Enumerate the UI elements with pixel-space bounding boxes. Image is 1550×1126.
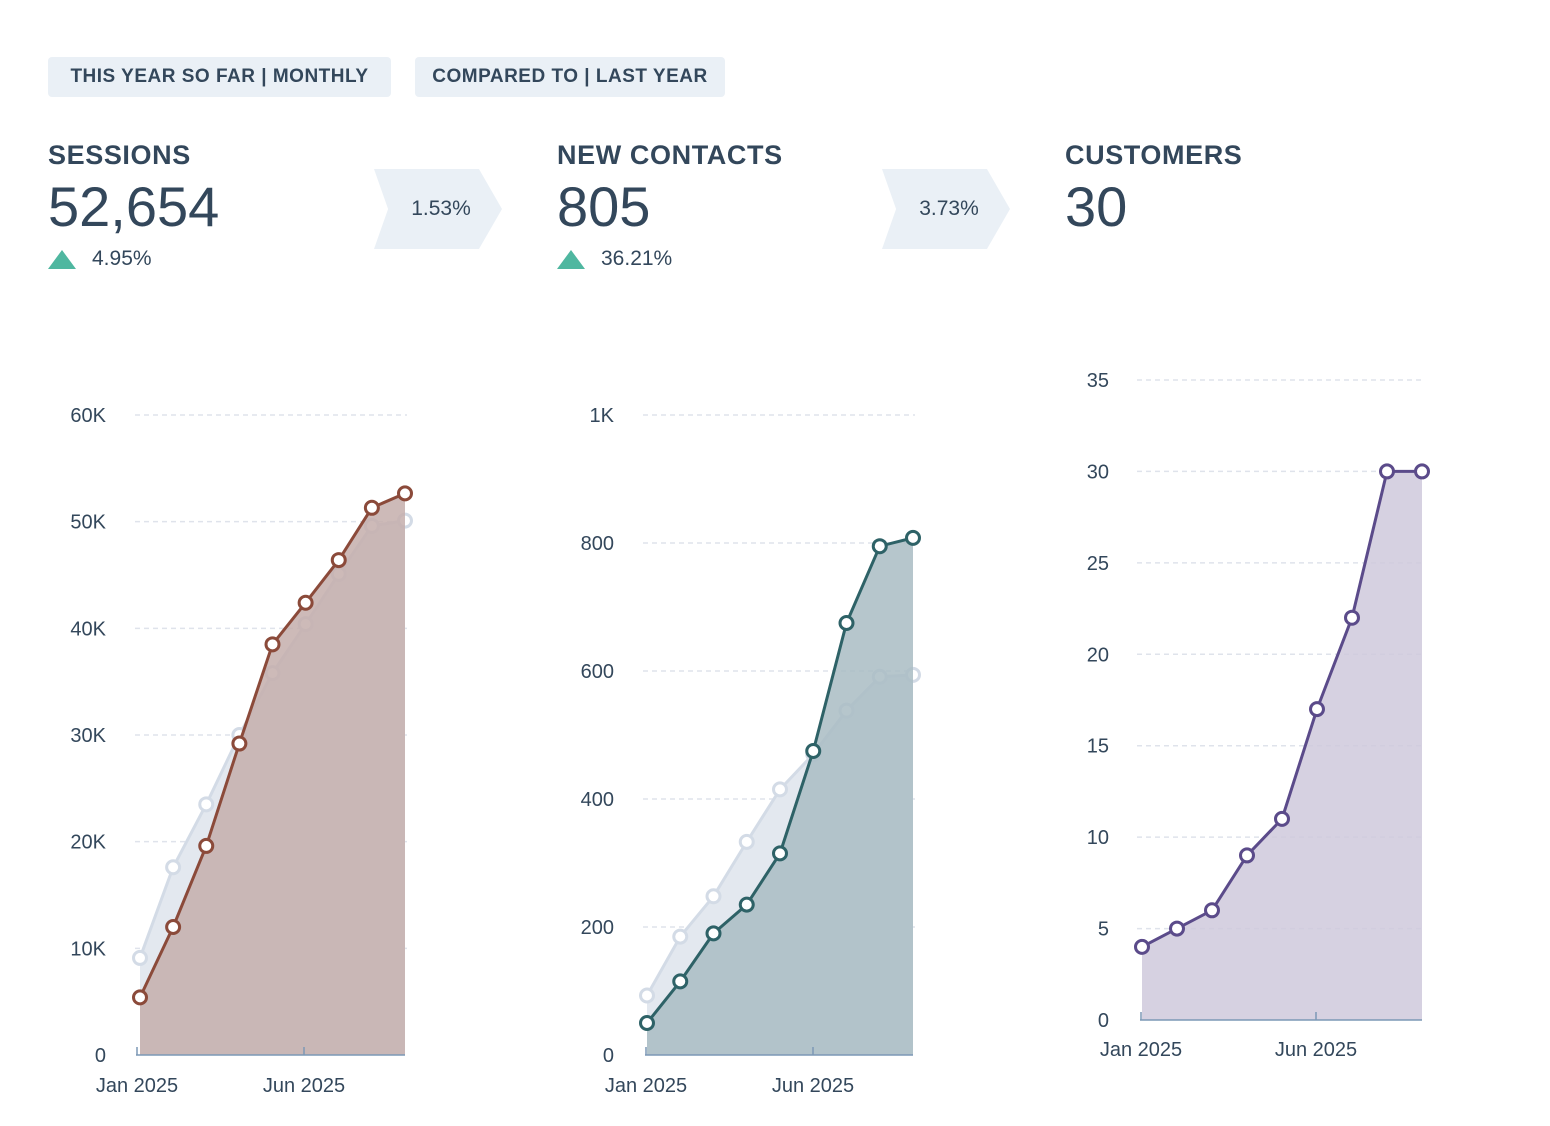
sessions-metric: SESSIONS 52,654 4.95% [48,138,219,273]
customers-value: 30 [1065,175,1128,238]
data-point-current [1414,463,1430,480]
data-point-current [165,919,182,935]
x-tick-label: Jan 2025 [96,1075,178,1097]
contacts-change: 36.21% [557,245,783,273]
data-point-current [198,837,215,854]
contacts-change-value: 36.21% [601,247,673,270]
contacts-value: 805 [557,175,651,238]
data-point-previous [738,833,755,850]
customers-metric: CUSTOMERS 30 [1065,138,1242,242]
sessions-value: 52,654 [48,175,220,238]
series-area-current [647,537,913,1055]
sessions-change-value: 4.95% [92,247,152,270]
y-tick-label: 40K [70,618,106,640]
data-point-current [639,1015,655,1031]
data-point-previous [639,987,655,1004]
sessions-change: 4.95% [48,245,219,273]
period-filter-label: THIS YEAR SO FAR | MONTHLY [70,66,369,87]
y-tick-label: 0 [1098,1010,1109,1032]
y-tick-label: 15 [1087,736,1109,758]
data-point-current [871,538,888,555]
data-point-current [838,615,855,631]
data-point-current [1204,902,1220,919]
triangle-up-icon [557,249,585,269]
data-point-current [1379,463,1395,480]
triangle-up-icon [48,249,76,269]
x-tick-label: Jan 2025 [1100,1039,1182,1061]
data-point-current [672,973,689,990]
y-tick-label: 35 [1087,370,1109,392]
chart-0: 0 10K 20K 30K 40K 50K 60K Jan 2025 Jun 2025 [70,405,413,1097]
y-tick-label: 5 [1098,919,1109,941]
y-tick-label: 20 [1087,644,1109,666]
x-tick-label: Jun 2025 [1275,1039,1357,1061]
data-point-current [738,896,755,913]
y-tick-label: 800 [581,533,614,555]
data-point-previous [132,949,148,966]
data-point-current [132,989,148,1006]
data-point-current [397,485,413,502]
y-tick-label: 50K [70,512,106,534]
chart-2: 0 5 10 15 20 25 30 35 Jan 2025 Jun 2025 [1087,370,1430,1061]
data-point-previous [772,781,788,798]
contacts-metric: NEW CONTACTS 805 36.21% [557,138,783,273]
y-tick-label: 30K [70,725,106,747]
data-point-previous [672,928,689,945]
data-point-current [1309,701,1325,718]
data-point-current [1274,810,1290,827]
x-tick-label: Jun 2025 [263,1075,345,1097]
series-area-current [140,493,405,1056]
x-tick-label: Jan 2025 [605,1075,687,1097]
comparison-filter-label: COMPARED TO | LAST YEAR [432,66,708,87]
y-tick-label: 10K [70,938,106,960]
sessions-to-contacts-conversion: 1.53% [374,169,502,249]
y-tick-label: 400 [581,789,614,811]
y-tick-label: 20K [70,832,106,854]
y-tick-label: 10 [1087,827,1109,849]
y-tick-label: 25 [1087,553,1109,575]
customers-label: CUSTOMERS [1065,140,1243,170]
data-point-current [705,925,722,942]
series-area-current [1142,471,1422,1020]
period-filter[interactable]: THIS YEAR SO FAR | MONTHLY [48,57,391,97]
data-point-previous [165,859,182,876]
data-point-current [363,499,380,516]
conversion-rate: 3.73% [919,197,979,220]
data-point-current [805,743,822,759]
y-tick-label: 0 [95,1045,106,1067]
conversion-rate: 1.53% [411,197,471,220]
data-point-current [1169,920,1185,937]
data-point-current [330,552,347,569]
y-tick-label: 30 [1087,461,1109,483]
sessions-label: SESSIONS [48,140,191,170]
data-point-current [1239,847,1255,864]
data-point-current [264,636,281,653]
data-point-current [905,529,921,546]
y-tick-label: 200 [581,917,614,939]
y-tick-label: 0 [603,1045,614,1067]
data-point-previous [705,888,722,905]
data-point-current [231,735,248,752]
data-point-previous [198,796,215,813]
data-point-current [1344,609,1360,626]
y-tick-label: 600 [581,661,614,683]
comparison-filter[interactable]: COMPARED TO | LAST YEAR [415,57,725,97]
contacts-to-customers-conversion: 3.73% [882,169,1010,249]
x-tick-label: Jun 2025 [772,1075,854,1097]
chart-1: 0 200 400 600 800 1K Jan 2025 Jun 2025 [581,405,921,1097]
data-point-current [1134,938,1150,955]
y-tick-label: 60K [70,405,106,427]
data-point-current [297,594,314,611]
contacts-label: NEW CONTACTS [557,140,783,170]
y-tick-label: 1K [590,405,615,427]
data-point-current [772,845,788,862]
